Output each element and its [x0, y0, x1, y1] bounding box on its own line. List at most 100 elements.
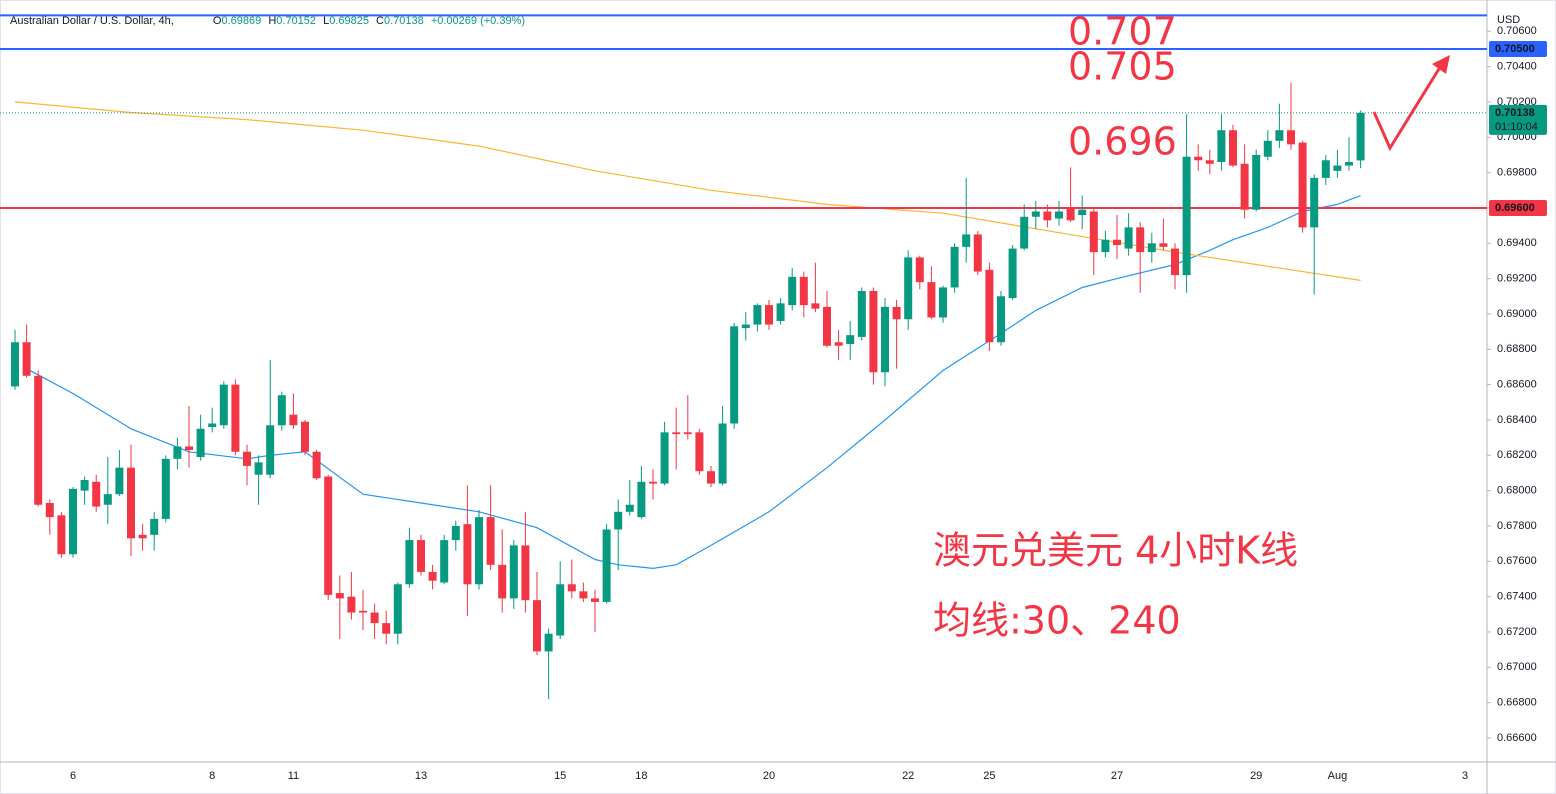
- candle-body: [1356, 112, 1365, 161]
- candle-body: [997, 296, 1005, 343]
- candle-body: [428, 571, 437, 581]
- candle-body: [57, 515, 66, 555]
- candle-body: [614, 511, 623, 530]
- candle-body: [382, 623, 391, 634]
- y-tick-label: 0.67800: [1497, 520, 1537, 532]
- candle-body: [150, 518, 159, 535]
- candle-body: [869, 290, 878, 373]
- candle-body: [544, 633, 553, 652]
- candle-body: [1008, 248, 1017, 299]
- candle-body: [962, 234, 971, 247]
- candle-body: [695, 432, 704, 472]
- candle-body: [776, 303, 785, 322]
- countdown: 01:10:04: [1495, 121, 1538, 133]
- annotation: 0.707: [1068, 10, 1177, 54]
- candle-body: [939, 287, 947, 318]
- arrow: [1372, 63, 1444, 152]
- candle-body: [1310, 177, 1319, 228]
- symbol: Australian Dollar / U.S. Dollar, 4h,: [10, 15, 174, 27]
- candle-body: [312, 451, 321, 479]
- candle-body: [475, 517, 483, 585]
- candle-body: [1078, 209, 1087, 216]
- candle-body: [34, 375, 43, 505]
- y-tick-label: 0.69800: [1497, 167, 1537, 179]
- candle-body: [718, 423, 727, 484]
- candle-body: [127, 467, 135, 539]
- candle-body: [823, 306, 831, 346]
- candle-body: [1217, 130, 1226, 163]
- candle-body: [521, 545, 530, 601]
- y-tick-label: 0.68600: [1497, 379, 1537, 391]
- price-label: 0.70500: [1495, 43, 1535, 55]
- candle-body: [1205, 160, 1214, 164]
- ohlc-letter: C: [376, 15, 384, 27]
- candle-body: [243, 451, 251, 466]
- candle-body: [185, 446, 193, 450]
- candle-body: [301, 421, 309, 452]
- candle-body: [509, 545, 518, 599]
- x-tick-label: 11: [288, 770, 299, 782]
- candle-body: [103, 494, 112, 505]
- candle-body: [440, 540, 449, 583]
- candle-body: [138, 534, 147, 539]
- candle-body: [556, 584, 565, 636]
- last-price-label: 0.70138: [1495, 107, 1535, 119]
- candle-body: [985, 269, 994, 343]
- x-tick-label: 3: [1462, 770, 1468, 782]
- candle-body: [196, 428, 205, 458]
- candle-body: [22, 342, 31, 376]
- y-tick-label: 0.70200: [1497, 96, 1537, 108]
- candle-body: [834, 342, 843, 346]
- candle-body: [1020, 216, 1029, 249]
- candle-body: [173, 446, 182, 459]
- plot-area: [0, 14, 1487, 700]
- candle-body: [672, 432, 681, 435]
- candle-body: [69, 488, 77, 555]
- x-tick-label: 13: [415, 770, 427, 782]
- candle-body: [950, 246, 959, 288]
- y-tick-label: 0.67200: [1497, 626, 1537, 638]
- candle-body: [1136, 227, 1145, 253]
- candle-body: [266, 425, 275, 475]
- candle-body: [324, 476, 333, 595]
- x-tick-label: 22: [902, 770, 914, 782]
- candle-body: [335, 593, 344, 599]
- candle-body: [1194, 156, 1203, 161]
- candle-body: [498, 564, 507, 599]
- y-tick-label: 0.67600: [1497, 555, 1537, 567]
- candle-body: [1066, 207, 1075, 221]
- candle-body: [347, 596, 356, 613]
- candle-body: [1031, 211, 1040, 217]
- candle-body: [393, 584, 402, 634]
- candle-body: [1240, 163, 1249, 210]
- candle-body: [533, 600, 541, 652]
- candle-body: [973, 234, 982, 272]
- candle-body: [881, 306, 889, 373]
- candle-body: [625, 504, 634, 512]
- candle-body: [231, 384, 240, 452]
- y-tick-label: 0.70400: [1497, 61, 1537, 73]
- candle-body: [915, 257, 924, 283]
- ohlc-letter: L: [323, 15, 329, 27]
- candle-body: [1147, 243, 1156, 253]
- y-tick-label: 0.69200: [1497, 273, 1537, 285]
- annotation: 均线:30、240: [933, 599, 1181, 643]
- candle-body: [254, 462, 263, 475]
- candle-body: [1321, 160, 1330, 178]
- candle-body: [1275, 130, 1284, 141]
- x-tick-label: 15: [554, 770, 566, 782]
- candle-body: [115, 467, 124, 495]
- candle-body: [289, 414, 298, 426]
- x-tick-label: 29: [1250, 770, 1262, 782]
- y-tick-label: 0.69400: [1497, 237, 1537, 249]
- candle-body: [579, 591, 588, 599]
- candle-body: [649, 481, 657, 484]
- candle-body: [707, 471, 715, 484]
- candle-body: [765, 305, 773, 325]
- candle-body: [1113, 239, 1121, 246]
- candle-body: [1124, 227, 1133, 249]
- candle-body: [602, 529, 611, 602]
- candle-body: [1159, 243, 1168, 247]
